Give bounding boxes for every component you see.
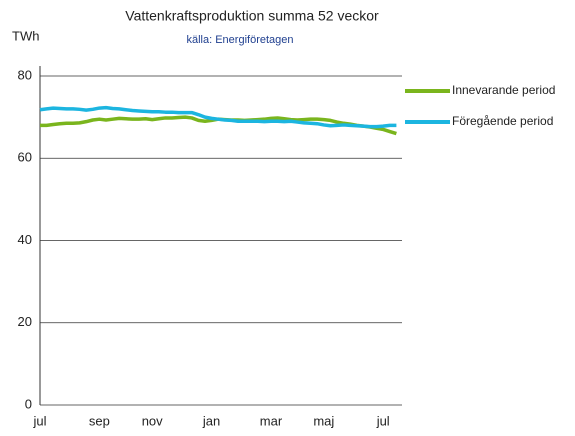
- x-tick-label: maj: [313, 413, 334, 428]
- x-tick-label: nov: [142, 413, 163, 428]
- x-tick-label: jul: [376, 413, 390, 428]
- legend-label: Innevarande period: [452, 83, 555, 97]
- x-tick-label: sep: [89, 413, 110, 428]
- legend-label: Föregående period: [452, 114, 553, 128]
- y-tick-label: 40: [18, 232, 32, 247]
- y-tick-label: 60: [18, 150, 32, 165]
- y-tick-label: 80: [18, 67, 32, 82]
- chart-title: Vattenkraftsproduktion summa 52 veckor: [125, 8, 379, 24]
- x-tick-label: jan: [202, 413, 220, 428]
- x-tick-label: jul: [32, 413, 46, 428]
- y-tick-label: 0: [25, 396, 32, 411]
- chart-subtitle: källa: Energiföretagen: [186, 34, 293, 46]
- y-tick-label: 20: [18, 314, 32, 329]
- x-tick-label: mar: [260, 413, 283, 428]
- y-axis-label: TWh: [12, 28, 39, 43]
- data-line: [39, 105, 397, 129]
